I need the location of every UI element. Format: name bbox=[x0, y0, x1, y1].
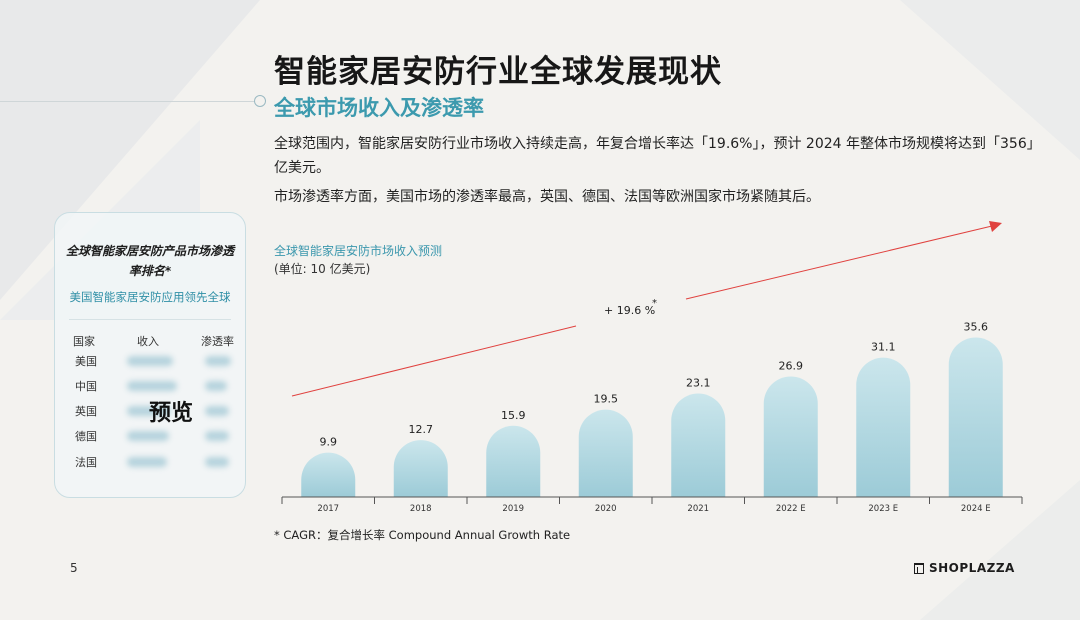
panel-country: 英国 bbox=[75, 405, 97, 418]
bar-2021 bbox=[671, 393, 726, 497]
blurred-value bbox=[127, 381, 177, 391]
chart-title: 全球智能家居安防市场收入预测 bbox=[274, 244, 443, 258]
brand-name: SHOPLAZZA bbox=[929, 561, 1015, 575]
page-subtitle: 全球市场收入及渗透率 bbox=[274, 96, 484, 120]
column-header-penetration: 渗透率 bbox=[201, 335, 234, 348]
panel-country: 美国 bbox=[75, 355, 97, 368]
x-tick-label: 2023 E bbox=[868, 504, 898, 514]
trend-arrow-line bbox=[291, 325, 577, 397]
intro-paragraph: 全球范围内，智能家居安防行业市场收入持续走高，年复合增长率达「19.6%」，预计… bbox=[274, 136, 1034, 176]
column-header-country: 国家 bbox=[73, 335, 95, 348]
x-tick-label: 2019 bbox=[502, 504, 524, 514]
blurred-value bbox=[127, 457, 167, 467]
bar-2017 bbox=[301, 452, 356, 497]
bar-value-label: 9.9 bbox=[320, 436, 338, 449]
blurred-value bbox=[205, 431, 229, 441]
blurred-value bbox=[127, 406, 171, 416]
column-header-revenue: 收入 bbox=[137, 335, 159, 348]
bar-2020 bbox=[578, 409, 633, 497]
panel-country: 法国 bbox=[75, 456, 97, 469]
brand-logo: SHOPLAZZA bbox=[914, 561, 1015, 575]
shoplazza-logo-icon bbox=[914, 562, 924, 574]
x-tick-label: 2024 E bbox=[961, 504, 991, 514]
panel-title: 全球智能家居安防产品市场渗透率排名* bbox=[65, 244, 234, 278]
x-tick-label: 2022 E bbox=[776, 504, 806, 514]
x-tick-label: 2020 bbox=[595, 504, 617, 514]
cagr-annotation-mark: * bbox=[652, 298, 657, 309]
subtitle-dot-icon bbox=[254, 95, 266, 107]
panel-country: 德国 bbox=[75, 430, 97, 443]
background-shape bbox=[900, 0, 1080, 160]
blurred-value bbox=[205, 356, 231, 366]
bar-2018 bbox=[393, 440, 448, 497]
preview-watermark: 预览 bbox=[149, 401, 194, 426]
page-number: 5 bbox=[70, 561, 78, 575]
x-tick-label: 2017 bbox=[317, 504, 339, 514]
cagr-annotation: + 19.6 % bbox=[604, 304, 655, 317]
footnote: * CAGR：复合增长率 Compound Annual Growth Rate bbox=[274, 528, 571, 542]
background-shape bbox=[920, 480, 1080, 620]
bar-value-label: 23.1 bbox=[686, 377, 711, 390]
subtitle-rule bbox=[0, 101, 256, 102]
page-title: 智能家居安防行业全球发展现状 bbox=[274, 54, 722, 90]
x-tick-label: 2021 bbox=[687, 504, 709, 514]
panel-divider bbox=[69, 319, 231, 320]
panel-country: 中国 bbox=[75, 380, 97, 393]
bar-value-label: 31.1 bbox=[871, 341, 896, 354]
bar-value-label: 35.6 bbox=[964, 321, 989, 334]
trend-arrow-head-icon bbox=[989, 221, 1002, 232]
penetration-paragraph: 市场渗透率方面，美国市场的渗透率最高，英国、德国、法国等欧洲国家市场紧随其后。 bbox=[274, 189, 820, 205]
chart-unit: (单位: 10 亿美元) bbox=[274, 262, 371, 276]
blurred-value bbox=[205, 381, 227, 391]
bar-value-label: 19.5 bbox=[594, 393, 619, 406]
bar-2023-e bbox=[856, 357, 911, 497]
blurred-value bbox=[127, 431, 169, 441]
bar-2022-e bbox=[763, 376, 818, 497]
x-tick-label: 2018 bbox=[410, 504, 432, 514]
bar-2019 bbox=[486, 425, 541, 497]
blurred-value bbox=[205, 457, 229, 467]
penetration-ranking-panel: 全球智能家居安防产品市场渗透率排名* 美国智能家居安防应用领先全球 国家 收入 … bbox=[54, 212, 246, 498]
trend-arrow-line bbox=[685, 225, 993, 300]
blurred-value bbox=[205, 406, 229, 416]
bar-value-label: 15.9 bbox=[501, 409, 526, 422]
bar-value-label: 26.9 bbox=[779, 359, 804, 372]
blurred-value bbox=[127, 356, 173, 366]
bar-2024-e bbox=[948, 337, 1003, 497]
bar-value-label: 12.7 bbox=[409, 423, 434, 436]
panel-highlight: 美国智能家居安防应用领先全球 bbox=[69, 290, 231, 304]
